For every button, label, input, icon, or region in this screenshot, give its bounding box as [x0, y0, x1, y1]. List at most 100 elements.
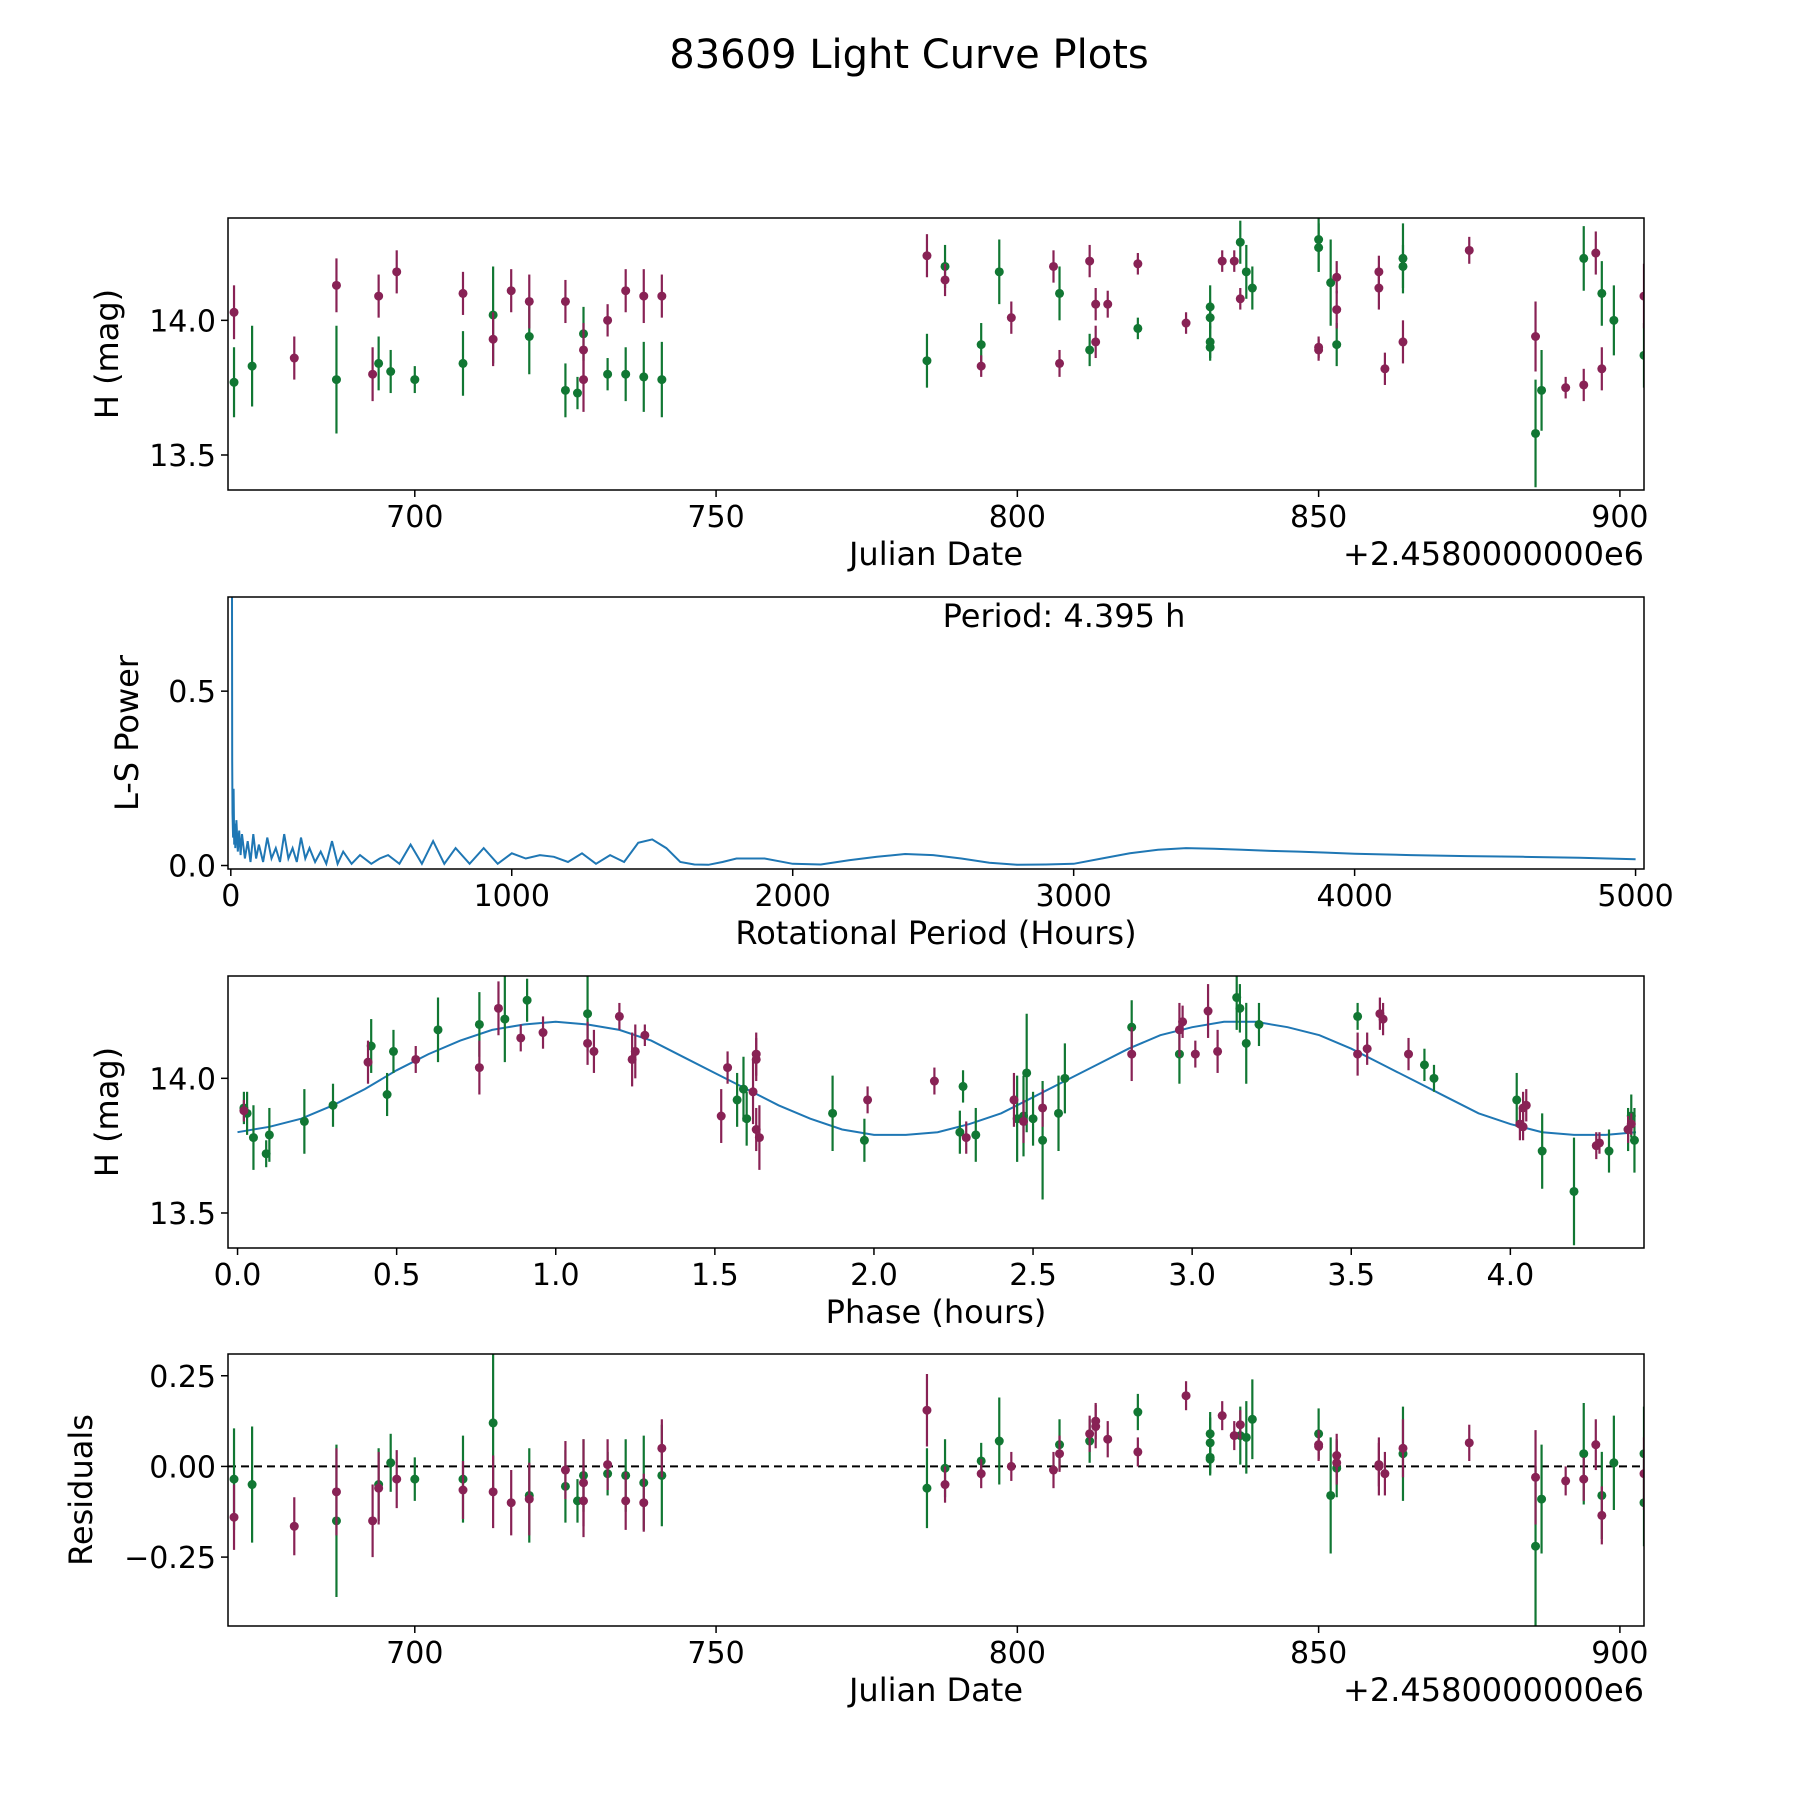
data-point-g	[1254, 1019, 1264, 1029]
data-point-g	[572, 388, 582, 398]
data-point-g	[1247, 1414, 1257, 1424]
data-point-o	[363, 1057, 373, 1067]
data-point-g	[331, 375, 341, 385]
data-point-o	[1464, 245, 1474, 255]
data-point-o	[524, 296, 534, 306]
data-point-o	[1597, 364, 1607, 374]
data-point-g	[1055, 288, 1065, 298]
data-point-o	[579, 1496, 589, 1506]
data-point-o	[603, 1460, 613, 1470]
data-point-o	[1038, 1103, 1048, 1113]
data-point-g	[229, 1474, 239, 1484]
data-point-o	[1597, 1510, 1607, 1520]
data-point-g	[522, 995, 532, 1005]
x-offset-label: +2.4580000000e6	[1343, 535, 1644, 573]
data-point-o	[961, 1133, 971, 1143]
data-point-g	[1579, 253, 1589, 263]
data-point-g	[958, 1081, 968, 1091]
x-tick-label: 2000	[755, 879, 831, 914]
data-point-o	[538, 1028, 548, 1038]
data-point-o	[1190, 1049, 1200, 1059]
data-point-g	[229, 377, 239, 387]
data-point-o	[976, 1469, 986, 1479]
data-point-o	[368, 369, 378, 379]
data-point-g	[1205, 313, 1215, 323]
data-point-g	[639, 372, 649, 382]
data-point-g	[1205, 1429, 1215, 1439]
data-point-o	[1518, 1122, 1528, 1132]
data-point-g	[1639, 1449, 1644, 1459]
data-point-o	[1314, 1440, 1324, 1450]
data-point-o	[976, 361, 986, 371]
data-point-g	[386, 1458, 396, 1468]
data-point-o	[1217, 256, 1227, 266]
data-point-g	[1429, 1073, 1439, 1083]
x-tick-label: 5000	[1597, 879, 1673, 914]
data-point-o	[488, 334, 498, 344]
figure-title: 83609 Light Curve Plots	[669, 32, 1148, 78]
data-point-o	[1561, 383, 1571, 393]
data-point-g	[1241, 267, 1251, 277]
data-point-g	[1537, 1494, 1547, 1504]
data-point-g	[386, 367, 396, 377]
data-point-g	[248, 1133, 258, 1143]
data-point-o	[1531, 1472, 1541, 1482]
data-point-g	[1579, 1449, 1589, 1459]
x-tick-label: 1.5	[691, 1258, 739, 1293]
x-tick-label: 800	[989, 1636, 1046, 1671]
data-point-g	[1022, 1068, 1032, 1078]
x-tick-label: 800	[989, 500, 1046, 535]
periodogram-line	[231, 597, 1636, 867]
y-tick-label: −0.25	[124, 1541, 216, 1576]
model-fit-line	[237, 1020, 1637, 1136]
data-point-o	[1006, 313, 1016, 323]
data-point-o	[493, 1003, 503, 1013]
data-point-o	[1181, 318, 1191, 328]
data-point-o	[1332, 272, 1342, 282]
data-point-o	[374, 291, 384, 301]
data-point-g	[1537, 1146, 1547, 1156]
data-point-o	[1085, 1429, 1095, 1439]
data-point-g	[1326, 278, 1336, 288]
y-tick-label: 14.0	[149, 304, 216, 339]
data-point-g	[1531, 1541, 1541, 1551]
data-point-o	[1103, 1434, 1113, 1444]
data-point-o	[639, 291, 649, 301]
data-point-o	[1398, 1443, 1408, 1453]
data-point-o	[239, 1106, 249, 1116]
plot-area	[228, 1354, 1644, 1626]
data-point-o	[716, 1111, 726, 1121]
data-point-o	[1048, 261, 1058, 271]
y-tick-label: 0.25	[149, 1360, 216, 1395]
axes-frame	[227, 975, 1645, 1249]
data-point-g	[524, 331, 534, 341]
data-point-o	[1398, 337, 1408, 347]
axes-frame	[227, 1353, 1645, 1627]
y-axis-label: H (mag)	[88, 289, 126, 419]
data-point-g	[500, 1014, 510, 1024]
data-point-g	[1597, 288, 1607, 298]
data-point-g	[1639, 350, 1644, 360]
data-point-o	[1229, 256, 1239, 266]
data-point-o	[1133, 1447, 1143, 1457]
data-point-g	[1419, 1060, 1429, 1070]
x-tick-label: 900	[1591, 1636, 1648, 1671]
x-offset-label: +2.4580000000e6	[1343, 1671, 1644, 1709]
data-point-o	[1229, 1431, 1239, 1441]
data-point-o	[1353, 1049, 1363, 1059]
data-point-o	[1591, 1440, 1601, 1450]
data-point-g	[1205, 1452, 1215, 1462]
data-point-o	[940, 275, 950, 285]
data-point-o	[1639, 291, 1644, 301]
data-point-o	[289, 353, 299, 363]
data-point-o	[579, 375, 589, 385]
x-tick-label: 4000	[1316, 879, 1392, 914]
data-point-o	[1378, 1014, 1388, 1024]
data-point-g	[1639, 1498, 1644, 1508]
data-point-g	[1569, 1186, 1579, 1196]
data-point-o	[1332, 305, 1342, 315]
y-axis-label: Residuals	[62, 1414, 100, 1566]
data-point-o	[1203, 1006, 1213, 1016]
data-point-o	[1127, 1049, 1137, 1059]
